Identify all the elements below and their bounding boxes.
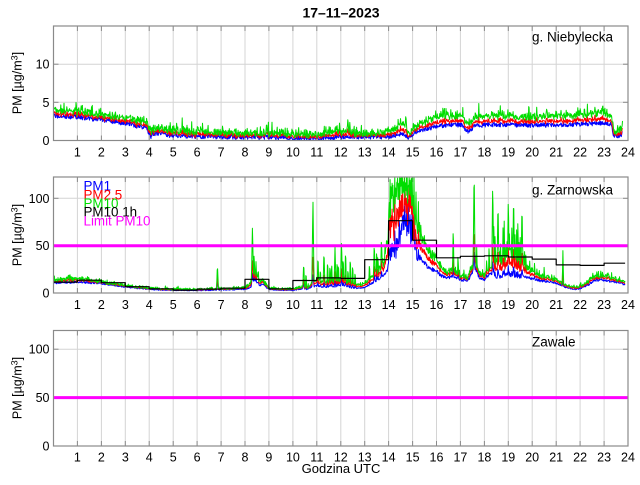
- svg-text:21: 21: [549, 298, 563, 312]
- svg-text:3: 3: [122, 450, 129, 464]
- svg-text:6: 6: [194, 146, 201, 160]
- svg-text:21: 21: [549, 146, 563, 160]
- svg-text:3: 3: [122, 146, 129, 160]
- svg-text:14: 14: [382, 146, 396, 160]
- svg-text:5: 5: [170, 146, 177, 160]
- svg-text:17–11–2023: 17–11–2023: [302, 4, 379, 20]
- svg-text:2: 2: [98, 146, 105, 160]
- svg-text:1: 1: [74, 298, 81, 312]
- svg-text:10: 10: [286, 298, 300, 312]
- svg-text:12: 12: [334, 146, 348, 160]
- svg-text:23: 23: [597, 450, 611, 464]
- svg-text:9: 9: [265, 146, 272, 160]
- svg-text:23: 23: [597, 146, 611, 160]
- svg-text:PM [µg/m3]: PM [µg/m3]: [9, 357, 24, 419]
- svg-text:11: 11: [310, 146, 323, 160]
- svg-text:20: 20: [525, 450, 539, 464]
- svg-text:PM [µg/m3]: PM [µg/m3]: [9, 52, 24, 114]
- svg-text:15: 15: [406, 298, 420, 312]
- svg-text:18: 18: [477, 298, 491, 312]
- svg-text:21: 21: [549, 450, 563, 464]
- svg-text:12: 12: [334, 298, 348, 312]
- svg-text:19: 19: [501, 450, 515, 464]
- svg-text:100: 100: [29, 192, 50, 206]
- svg-text:14: 14: [382, 298, 396, 312]
- svg-text:18: 18: [477, 146, 491, 160]
- svg-text:20: 20: [525, 146, 539, 160]
- svg-text:0: 0: [43, 287, 50, 301]
- svg-text:50: 50: [36, 391, 50, 405]
- svg-text:24: 24: [621, 298, 635, 312]
- svg-text:14: 14: [382, 450, 396, 464]
- svg-text:8: 8: [242, 450, 249, 464]
- svg-text:13: 13: [358, 146, 372, 160]
- svg-text:4: 4: [146, 298, 153, 312]
- svg-text:22: 22: [573, 298, 587, 312]
- svg-text:17: 17: [453, 450, 467, 464]
- svg-text:2: 2: [98, 298, 105, 312]
- svg-text:11: 11: [310, 298, 323, 312]
- svg-text:11: 11: [310, 450, 323, 464]
- svg-text:5: 5: [170, 298, 177, 312]
- svg-text:4: 4: [146, 450, 153, 464]
- svg-text:6: 6: [194, 450, 201, 464]
- svg-text:g. Niebylecka: g. Niebylecka: [532, 30, 614, 45]
- svg-text:PM1: PM1: [84, 179, 112, 194]
- svg-text:5: 5: [43, 96, 50, 110]
- svg-text:7: 7: [218, 146, 225, 160]
- svg-text:0: 0: [43, 134, 50, 148]
- svg-text:10: 10: [36, 58, 50, 72]
- svg-text:8: 8: [242, 298, 249, 312]
- svg-text:23: 23: [597, 298, 611, 312]
- svg-text:7: 7: [218, 450, 225, 464]
- svg-text:22: 22: [573, 450, 587, 464]
- svg-text:18: 18: [477, 450, 491, 464]
- svg-text:15: 15: [406, 450, 420, 464]
- svg-text:PM10 1h: PM10 1h: [84, 205, 138, 220]
- svg-text:8: 8: [242, 146, 249, 160]
- svg-text:7: 7: [218, 298, 225, 312]
- svg-text:22: 22: [573, 146, 587, 160]
- svg-text:3: 3: [122, 298, 129, 312]
- svg-text:12: 12: [334, 450, 348, 464]
- svg-text:24: 24: [621, 146, 635, 160]
- svg-text:100: 100: [29, 343, 50, 357]
- svg-text:Limit PM10: Limit PM10: [84, 214, 151, 229]
- svg-text:17: 17: [453, 298, 467, 312]
- svg-text:19: 19: [501, 298, 515, 312]
- svg-text:Zawale: Zawale: [532, 335, 576, 350]
- svg-text:19: 19: [501, 146, 515, 160]
- svg-text:9: 9: [265, 450, 272, 464]
- svg-text:13: 13: [358, 298, 372, 312]
- svg-text:1: 1: [74, 146, 81, 160]
- svg-text:5: 5: [170, 450, 177, 464]
- svg-text:16: 16: [430, 146, 444, 160]
- svg-text:15: 15: [406, 146, 420, 160]
- svg-text:13: 13: [358, 450, 372, 464]
- svg-text:PM2.5: PM2.5: [84, 188, 123, 203]
- svg-text:0: 0: [43, 440, 50, 454]
- svg-text:10: 10: [286, 146, 300, 160]
- svg-text:9: 9: [265, 298, 272, 312]
- svg-text:17: 17: [453, 146, 467, 160]
- svg-text:24: 24: [621, 450, 635, 464]
- svg-text:1: 1: [74, 450, 81, 464]
- svg-text:PM [µg/m3]: PM [µg/m3]: [9, 204, 24, 266]
- svg-text:4: 4: [146, 146, 153, 160]
- svg-text:20: 20: [525, 298, 539, 312]
- svg-text:PM10: PM10: [84, 196, 119, 211]
- svg-text:16: 16: [430, 450, 444, 464]
- svg-text:50: 50: [36, 239, 50, 253]
- svg-text:2: 2: [98, 450, 105, 464]
- svg-text:Godzina UTC: Godzina UTC: [302, 461, 381, 476]
- svg-text:6: 6: [194, 298, 201, 312]
- svg-text:10: 10: [286, 450, 300, 464]
- svg-text:16: 16: [430, 298, 444, 312]
- svg-text:g. Zarnowska: g. Zarnowska: [532, 183, 614, 198]
